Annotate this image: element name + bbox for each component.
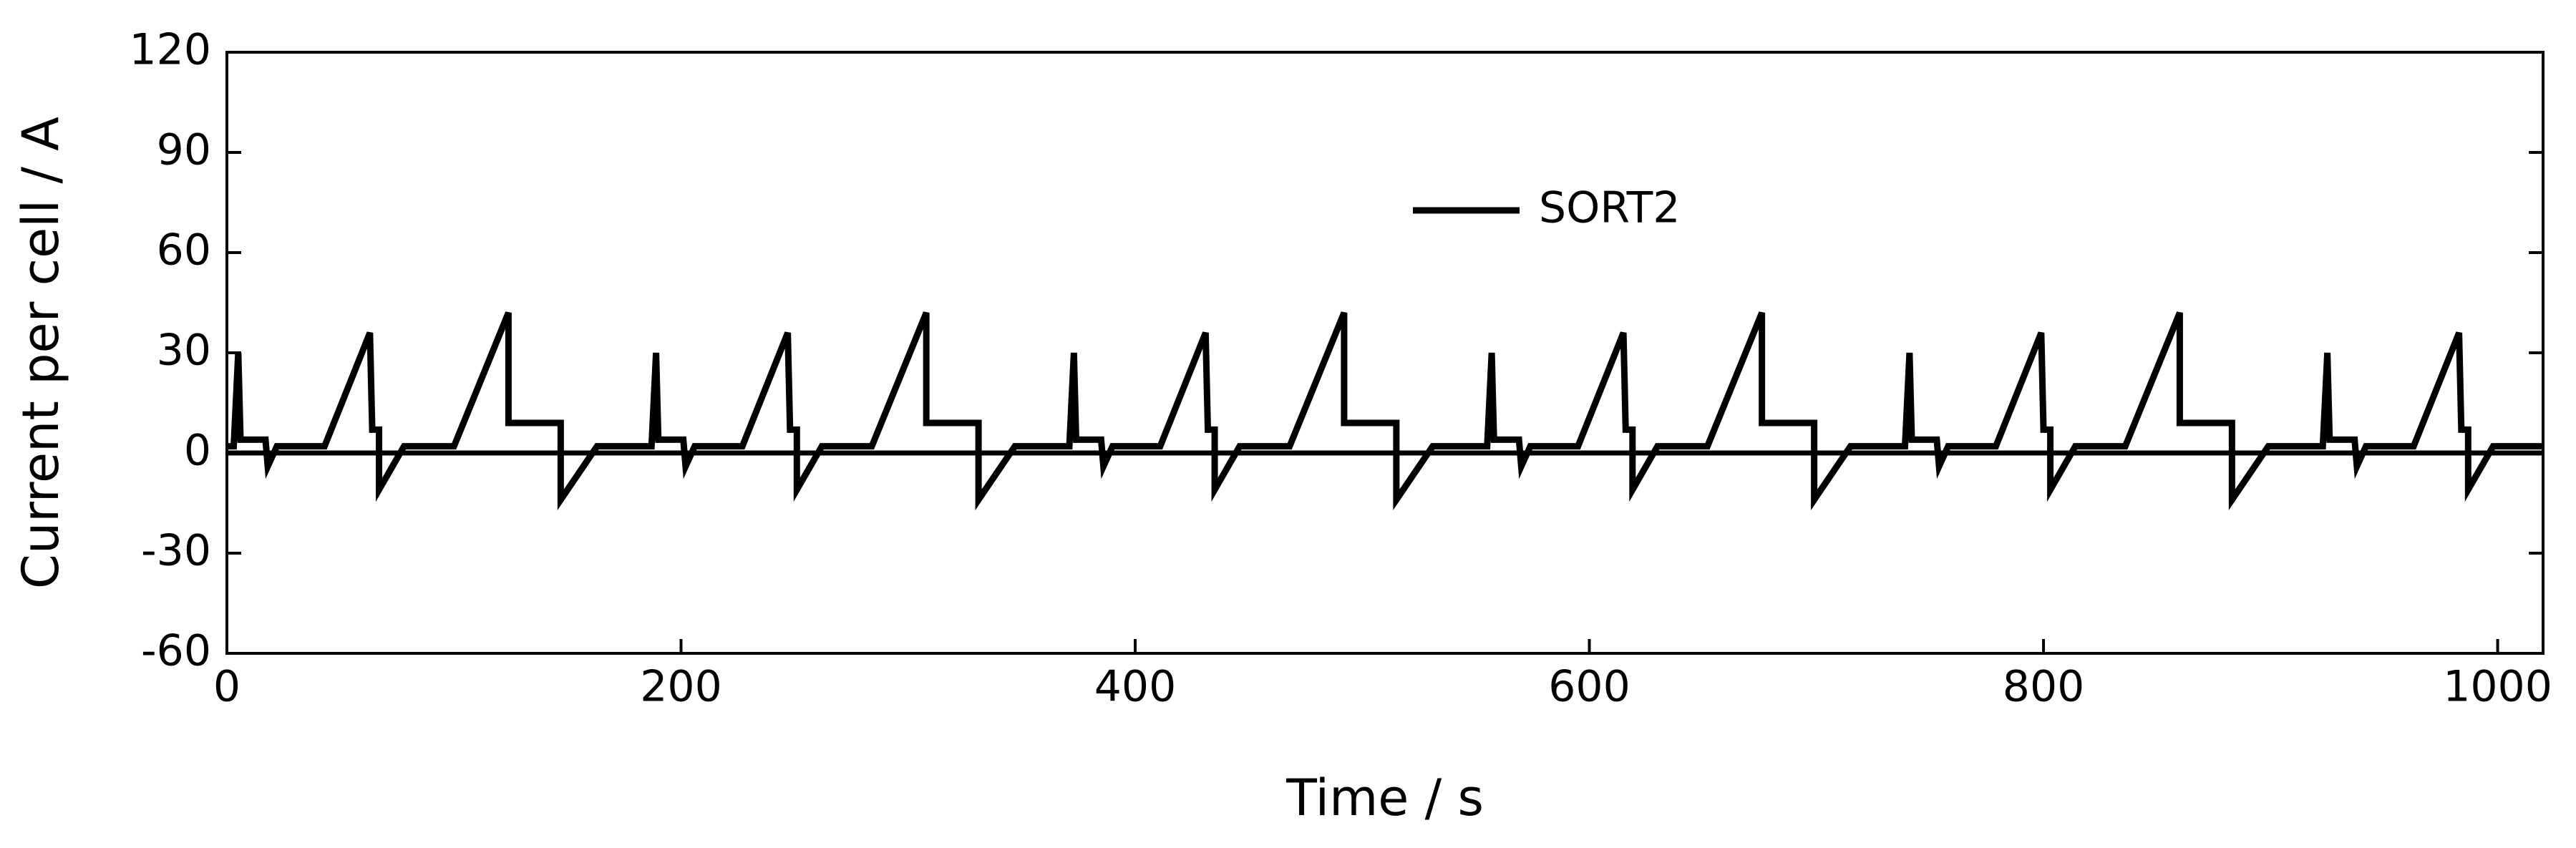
- y-tick-label: 120: [129, 25, 211, 75]
- plot-frame: [225, 51, 2545, 655]
- x-axis-title: Time / s: [1285, 769, 1484, 827]
- legend-label: SORT2: [1539, 183, 1680, 233]
- x-tick-label: 0: [213, 662, 240, 712]
- x-tick-label: 600: [1548, 662, 1630, 712]
- x-tick-label: 800: [2003, 662, 2085, 712]
- data-line: [227, 311, 2543, 510]
- y-tick-label: 0: [184, 426, 211, 476]
- x-tick-label: 200: [640, 662, 722, 712]
- y-tick-label: -30: [141, 526, 211, 576]
- x-tick-label: 400: [1094, 662, 1177, 712]
- y-axis-title: Current per cell / A: [11, 117, 70, 589]
- x-tick-label: 1000: [2443, 662, 2552, 712]
- y-tick-label: 90: [157, 125, 211, 175]
- y-tick-label: 30: [157, 326, 211, 376]
- y-tick-label: 60: [157, 225, 211, 276]
- y-tick-label: -60: [141, 626, 211, 676]
